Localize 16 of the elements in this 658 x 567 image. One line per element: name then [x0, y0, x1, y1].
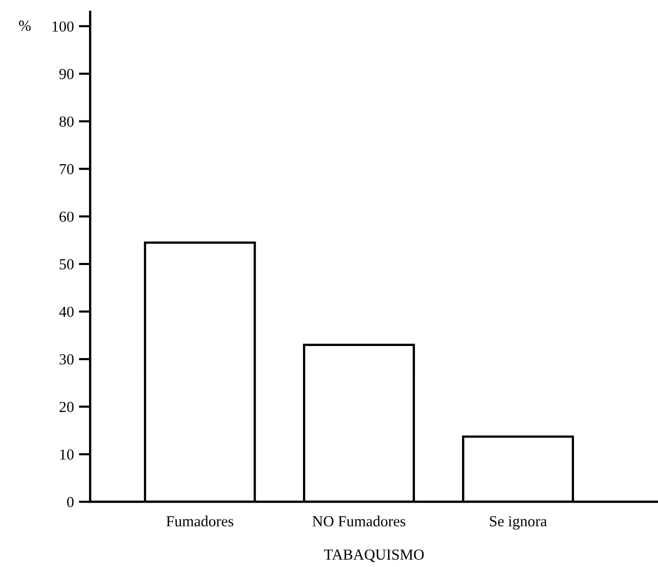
x-tick-label: Se ignora [490, 516, 547, 530]
y-tick-label: 70 [60, 164, 74, 174]
y-tick-label: 20 [60, 402, 74, 412]
y-tick-label: 60 [60, 212, 74, 222]
y-tick-label: 50 [60, 259, 74, 270]
y-tick-label: 30 [60, 354, 74, 365]
y-tick-label: 40 [59, 306, 74, 317]
y-tick-label: 10 [60, 449, 74, 460]
y-tick-label: 90 [59, 68, 74, 80]
y-tick-label: 0 [67, 496, 74, 508]
x-tick-label: NO Fumadores [312, 516, 406, 526]
y-tick-label: 80 [59, 116, 74, 127]
x-tick-label: Fumadores [166, 516, 234, 526]
y-tick-label: 100 [52, 21, 74, 32]
x-axis-title: TABAQUISMO [324, 549, 424, 562]
y-axis-title: % [19, 20, 31, 31]
